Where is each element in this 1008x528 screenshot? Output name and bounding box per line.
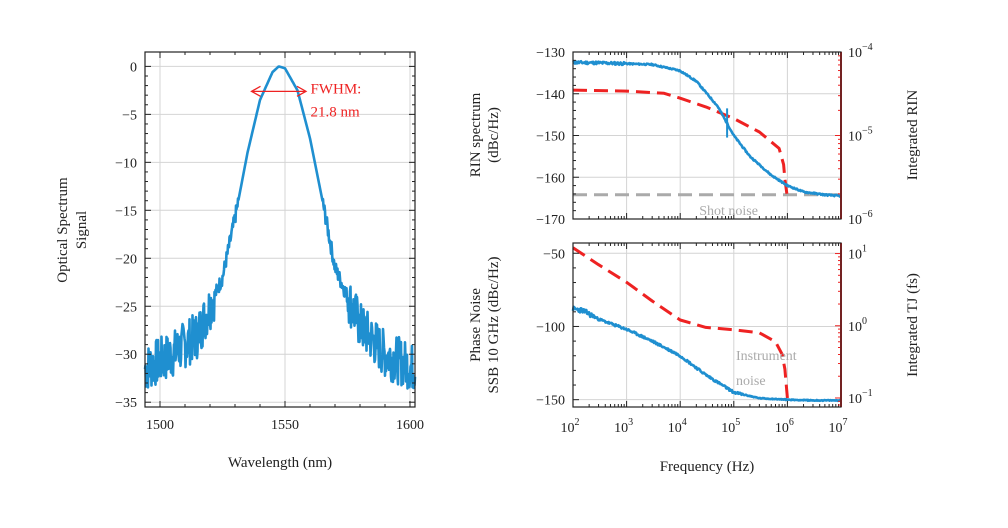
spectrum-frame	[144, 51, 416, 408]
rin-frame	[572, 51, 842, 220]
phase-xtick-label: 105	[721, 417, 740, 436]
fwhm-label: FWHM:	[311, 82, 362, 98]
instrument-noise-label-line1: Instrument	[736, 349, 797, 364]
spectrum-ytick-label: −35	[115, 396, 137, 411]
rin-ytick-label: −130	[536, 46, 565, 61]
rin-ytick-label: −150	[536, 130, 565, 145]
shot-noise-label: Shot noise	[699, 204, 758, 219]
rin-ylabel-right: Integrated RIN	[905, 90, 921, 181]
phase-ytick-label: −100	[536, 320, 565, 335]
spectrum-ytick-label: −10	[115, 156, 137, 171]
rin-panel: −130 −140 −150 −160 −170 10−6 10−5 10−4 Shot no…	[468, 42, 921, 228]
spectrum-ytick-label: 0	[130, 60, 137, 75]
spectrum-ytick-label: −30	[115, 348, 137, 363]
phase-ylabel-line2: SSB 10 GHz (dBc/Hz)	[486, 256, 502, 393]
integrated-tj-line	[572, 246, 789, 399]
fwhm-arrowhead-right	[296, 85, 308, 97]
phase-frame	[572, 242, 842, 408]
phase-y2tick-label: 101	[848, 244, 867, 263]
rin-ytick-label: −160	[536, 171, 565, 186]
rin-y2tick-label: 10−5	[848, 126, 873, 145]
spectrum-xlabel: Wavelength (nm)	[228, 455, 332, 471]
fwhm-value: 21.8 nm	[311, 105, 361, 121]
spectrum-xtick-label: 1550	[271, 418, 299, 433]
spectrum-xtick-label: 1600	[396, 418, 424, 433]
spectrum-ytick-label: −25	[115, 300, 137, 315]
rin-ytick-label: −140	[536, 88, 565, 103]
rin-ylabel-line2: (dBc/Hz)	[486, 107, 502, 163]
spectrum-ylabel-line1: Optical Spectrum	[55, 177, 71, 283]
phase-noise-panel: 102 103 104 105 106 107−50−100−150 10−1100101 …	[468, 242, 921, 475]
phase-y2tick-label: 10−1	[848, 388, 873, 407]
phase-xtick-label: 106	[775, 417, 794, 436]
spectrum-line	[143, 65, 417, 390]
rin-y2tick-label: 10−6	[848, 209, 873, 228]
phase-xtick-label: 102	[561, 417, 580, 436]
phase-noise-line	[571, 305, 842, 403]
rin-ytick-label: −170	[536, 213, 565, 228]
spectrum-ytick-label: −20	[115, 252, 137, 267]
spectrum-ytick-label: −15	[115, 204, 137, 219]
phase-series	[571, 246, 842, 403]
phase-ytick-label: −50	[543, 247, 565, 262]
integrated-rin-line	[572, 88, 789, 198]
fwhm-arrowhead-left	[250, 85, 261, 97]
spectrum-ytick-label: −5	[122, 108, 137, 123]
rin-spectrum-line	[572, 59, 842, 198]
spectrum-series	[143, 65, 417, 390]
instrument-noise-label-line2: noise	[736, 374, 766, 389]
phase-ylabel-line1: Phase Noise	[468, 288, 484, 362]
phase-xtick-label: 107	[829, 417, 848, 436]
frequency-xlabel: Frequency (Hz)	[660, 459, 755, 475]
phase-xtick-label: 104	[668, 417, 687, 436]
rin-y2tick-label: 10−4	[848, 42, 873, 61]
phase-ylabel-right: Integrated TJ (fs)	[905, 273, 921, 377]
phase-ytick-label: −150	[536, 394, 565, 409]
spectrum-ylabel-line2: Signal	[74, 211, 90, 249]
phase-y2tick-label: 100	[848, 316, 867, 335]
spectrum-xtick-label: 1500	[146, 418, 174, 433]
rin-ylabel-line1: RIN spectrum	[468, 92, 484, 177]
phase-xtick-label: 103	[614, 417, 633, 436]
rin-series	[572, 59, 842, 198]
